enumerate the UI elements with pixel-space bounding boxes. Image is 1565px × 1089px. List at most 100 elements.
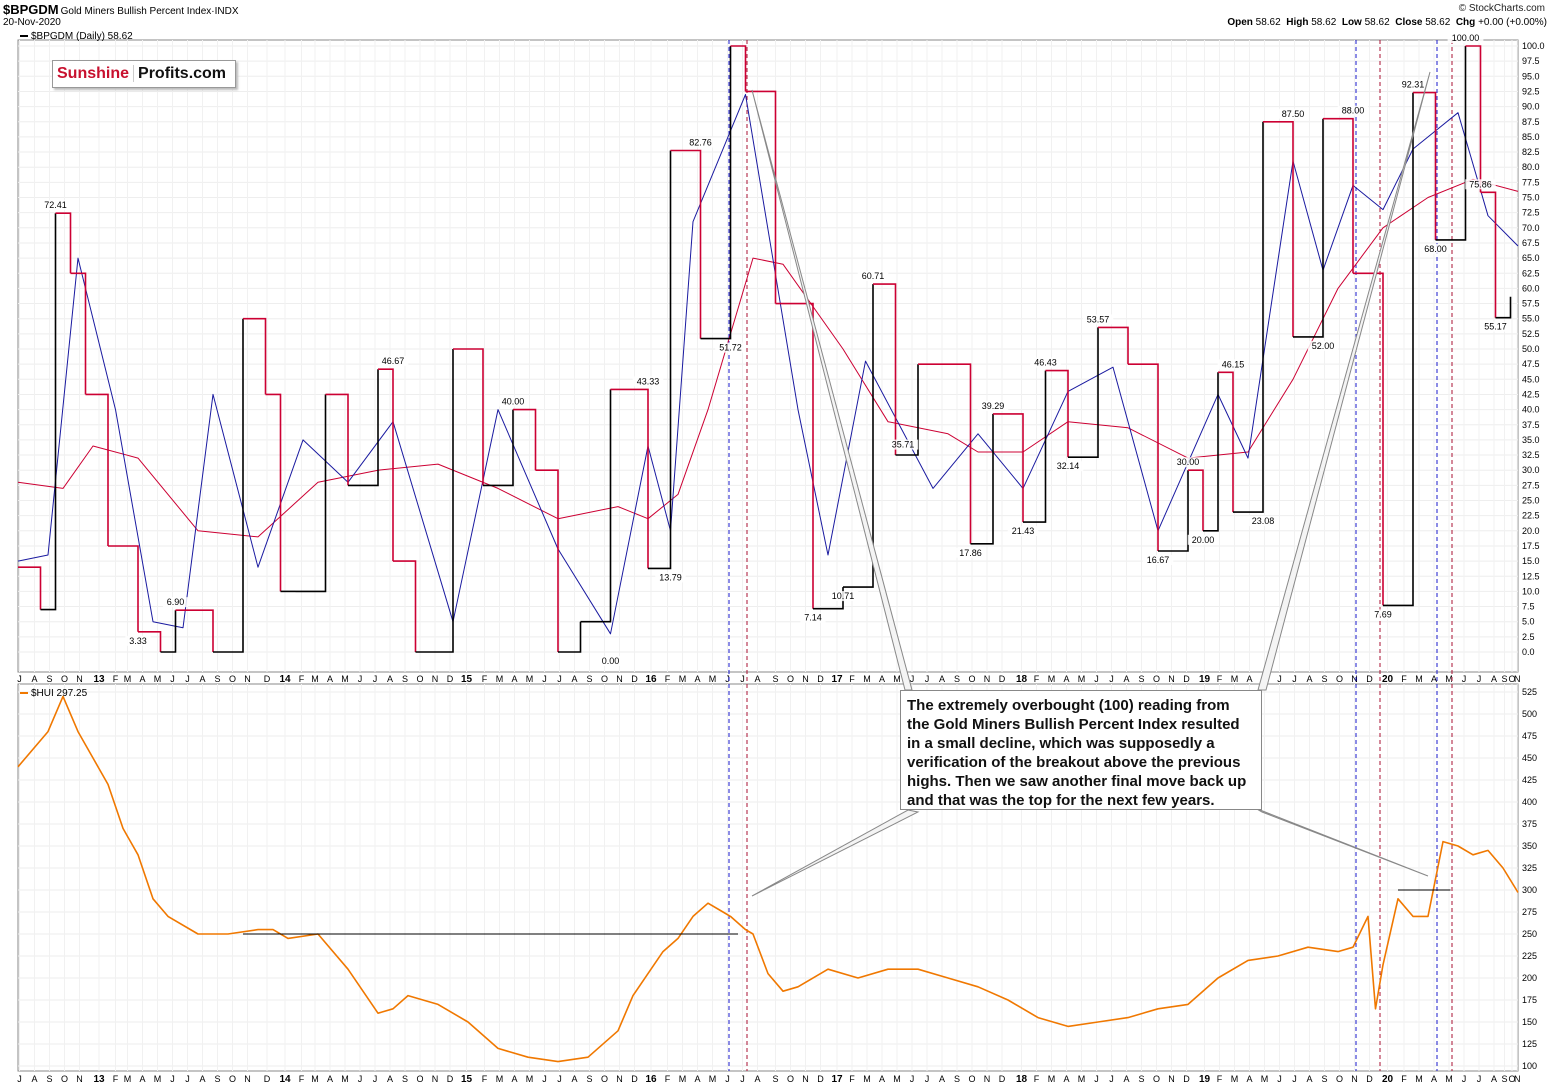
- data-label-bg: [1337, 105, 1369, 116]
- bpgdm-xtick-label: A: [1246, 674, 1252, 684]
- data-label-bg: [1052, 461, 1084, 472]
- hui-xtick-label: J: [185, 1074, 190, 1084]
- callout-pointer-bottom-right: [1254, 807, 1429, 877]
- data-label-bg: [377, 356, 409, 367]
- chg-value: +0.00 (+0.00%): [1478, 17, 1547, 28]
- hui-xtick-label: 20: [1382, 1074, 1394, 1085]
- hui-xtick-label: O: [61, 1074, 68, 1084]
- bpgdm-xtick-label: A: [1491, 674, 1497, 684]
- bpgdm-step-segment: [295, 394, 327, 593]
- callout-pointer-bottom-left: [751, 809, 920, 897]
- bpgdm-data-label: 20.00: [1192, 535, 1215, 545]
- bpgdm-xtick-label: N: [984, 674, 991, 684]
- bpgdm-xtick-label: A: [199, 674, 205, 684]
- bpgdm-xtick-label: A: [387, 674, 393, 684]
- bpgdm-ytick-label: 22.5: [1522, 511, 1540, 521]
- bpgdm-step-segment: [1413, 91, 1437, 240]
- bpgdm-xtick-label: A: [879, 674, 885, 684]
- bpgdm-xtick-label: O: [1508, 674, 1515, 684]
- hui-xtick-label: 19: [1199, 1074, 1211, 1085]
- bpgdm-xtick-label: S: [1321, 674, 1327, 684]
- bpgdm-data-label: 6.90: [167, 597, 185, 607]
- bpgdm-step-segment: [1495, 296, 1512, 319]
- bpgdm-ytick-label: 17.5: [1522, 541, 1540, 551]
- hui-xtick-label: A: [1123, 1074, 1129, 1084]
- bpgdm-xtick-label: J: [1277, 674, 1282, 684]
- bpgdm-data-label: 7.69: [1374, 609, 1392, 619]
- open-label: Open: [1227, 17, 1253, 28]
- bpgdm-xtick-label: N: [76, 674, 83, 684]
- hui-xtick-label: J: [1277, 1074, 1282, 1084]
- bpgdm-data-label: 100.00: [1452, 33, 1480, 43]
- hui-xtick-label: 16: [645, 1074, 657, 1085]
- bpgdm-step-segment: [1293, 118, 1324, 338]
- bpgdm-step-segment: [483, 409, 514, 487]
- bpgdm-ytick-label: 5.0: [1522, 617, 1535, 627]
- hui-xtick-label: O: [1153, 1074, 1160, 1084]
- bpgdm-xtick-label: O: [61, 674, 68, 684]
- bpgdm-xtick-label: J: [1462, 674, 1467, 684]
- bpgdm-step-segment: [873, 283, 897, 455]
- bpgdm-xtick-label: J: [358, 674, 363, 684]
- logo-part2: Profits.com: [133, 65, 231, 82]
- data-label-bg: [1465, 179, 1496, 190]
- bpgdm-xtick-label: D: [1366, 674, 1373, 684]
- bpgdm-xtick-label: D: [1183, 674, 1190, 684]
- high-value: 58.62: [1311, 17, 1337, 28]
- bpgdm-step-segment: [453, 348, 484, 486]
- hui-ytick-label: 450: [1522, 753, 1537, 763]
- bpgdm-xtick-label: F: [482, 674, 488, 684]
- bpgdm-ytick-label: 62.5: [1522, 268, 1540, 278]
- bpgdm-step-segment: [55, 212, 72, 274]
- data-label-bg: [125, 635, 151, 646]
- bpgdm-step-segment: [138, 631, 162, 652]
- hui-xtick-label: A: [1491, 1074, 1497, 1084]
- hui-ytick-label: 500: [1522, 709, 1537, 719]
- bpgdm-xtick-label: A: [1123, 674, 1129, 684]
- stockcharts-credit: © StockCharts.com: [1458, 3, 1545, 14]
- hui-xtick-label: N: [616, 1074, 623, 1084]
- bpgdm-short-ma-line: [17, 94, 1519, 635]
- bpgdm-step-segment: [243, 317, 267, 395]
- bpgdm-ytick-label: 52.5: [1522, 329, 1540, 339]
- hui-xtick-label: S: [586, 1074, 592, 1084]
- bpgdm-ytick-label: 82.5: [1522, 147, 1540, 157]
- bpgdm-step-segment: [1480, 191, 1497, 318]
- hui-ytick-label: 475: [1522, 731, 1537, 741]
- hui-ytick-label: 375: [1522, 819, 1537, 829]
- bpgdm-xtick-label: D: [264, 674, 271, 684]
- hui-xtick-label: J: [910, 1074, 915, 1084]
- bpgdm-step-segment: [325, 393, 349, 486]
- bpgdm-step-segment: [700, 46, 732, 340]
- bpgdm-ytick-label: 30.0: [1522, 465, 1540, 475]
- data-label-bg: [1447, 33, 1484, 43]
- hui-xtick-label: J: [925, 1074, 930, 1084]
- hui-ytick-label: 150: [1522, 1017, 1537, 1027]
- data-label-bg: [1172, 457, 1204, 468]
- bpgdm-xtick-label: D: [447, 674, 454, 684]
- bpgdm-step-segment: [18, 566, 42, 610]
- hui-xtick-label: 13: [93, 1074, 105, 1085]
- hui-xtick-label: A: [754, 1074, 760, 1084]
- hui-xtick-label: M: [341, 1074, 349, 1084]
- bpgdm-step-segment: [1323, 117, 1354, 274]
- bpgdm-xtick-label: D: [999, 674, 1006, 684]
- bpgdm-data-label: 92.31: [1402, 80, 1425, 90]
- bpgdm-xtick-label: 17: [831, 674, 843, 685]
- bpgdm-xtick-label: S: [214, 674, 220, 684]
- hui-xtick-label: J: [1109, 1074, 1114, 1084]
- hui-xtick-label: M: [1261, 1074, 1269, 1084]
- bpgdm-data-label: 46.15: [1222, 359, 1245, 369]
- hui-ytick-label: 400: [1522, 797, 1537, 807]
- hui-price-line: [17, 695, 1519, 1063]
- hui-xtick-label: A: [387, 1074, 393, 1084]
- bpgdm-xtick-label: N: [616, 674, 623, 684]
- hui-xtick-label: F: [1217, 1074, 1223, 1084]
- low-value: 58.62: [1364, 17, 1390, 28]
- hui-xtick-label: D: [1183, 1074, 1190, 1084]
- bpgdm-ytick-label: 37.5: [1522, 420, 1540, 430]
- exchange-text: INDX: [214, 6, 239, 17]
- bpgdm-step-segment: [610, 388, 649, 569]
- data-label-bg: [800, 612, 826, 623]
